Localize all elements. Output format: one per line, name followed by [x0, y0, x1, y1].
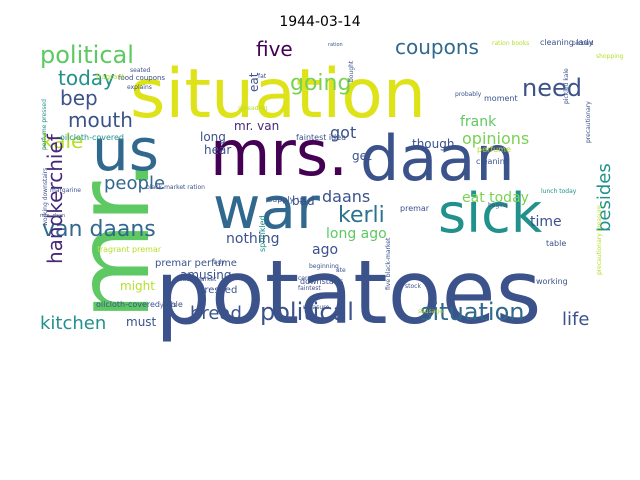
- cloud-word: explains: [127, 84, 152, 91]
- cloud-word: amusing: [180, 268, 231, 282]
- cloud-word: table: [546, 239, 566, 248]
- cloud-word: daan: [360, 122, 515, 195]
- cloud-word: lunch today: [541, 188, 577, 195]
- cloud-word: fragrant: [96, 73, 125, 81]
- cloud-word: get: [352, 149, 372, 163]
- cloud-word: cleaning: [476, 157, 510, 166]
- cloud-word: need: [522, 74, 582, 102]
- cloud-word: nothing: [226, 231, 279, 247]
- cloud-word: bread: [190, 303, 242, 324]
- cloud-word: downstairs: [300, 277, 343, 286]
- cloud-word: political: [40, 41, 134, 69]
- cloud-word: cereal: [298, 275, 317, 282]
- cloud-word: eat today: [462, 190, 529, 206]
- cloud-word: people: [104, 173, 165, 194]
- cloud-word: hear: [204, 143, 231, 157]
- cloud-word: working: [536, 277, 568, 286]
- cloud-word: faintest idea: [296, 133, 346, 142]
- cloud-word: precautionary: [585, 101, 592, 143]
- cloud-word: food coupons: [118, 74, 165, 82]
- cloud-word: bep: [60, 86, 98, 110]
- cloud-word: long: [200, 130, 226, 144]
- cloud-word: political: [260, 298, 354, 326]
- cloud-word: shopping: [596, 53, 624, 60]
- cloud-word: cleaning lady: [540, 38, 594, 47]
- cloud-word: must: [126, 315, 157, 329]
- cloud-word: precautionary measure: [596, 205, 603, 275]
- cloud-word: though: [412, 137, 454, 151]
- cloud-word: potatoes: [155, 241, 541, 344]
- cloud-word: fragrant premar: [97, 245, 162, 254]
- cloud-word: kale: [42, 129, 83, 153]
- cloud-word: situation: [420, 298, 524, 326]
- cloud-word: pressed: [198, 285, 237, 296]
- cloud-word: five black-market: [385, 237, 392, 290]
- cloud-word: oilcloth-covered table: [96, 300, 183, 309]
- cloud-word: working downstairs: [42, 168, 49, 226]
- cloud-word: going: [290, 71, 351, 96]
- cloud-word: frank: [460, 114, 497, 130]
- cloud-word: mr. van: [234, 119, 279, 133]
- cloud-word: kitchen: [40, 313, 106, 334]
- cloud-word: fat: [258, 73, 267, 80]
- cloud-word: sausage: [418, 308, 443, 315]
- cloud-word: begins: [488, 202, 508, 209]
- cloud-word: pickled kale: [563, 68, 570, 104]
- cloud-word: seated: [130, 67, 151, 74]
- cloud-word: five: [256, 37, 293, 61]
- cloud-word: moment: [484, 94, 518, 103]
- cloud-word: besides: [594, 163, 615, 232]
- cloud-word: ration books: [492, 40, 529, 47]
- cloud-word: beginning: [309, 263, 339, 270]
- cloud-word: ago: [312, 242, 338, 258]
- cloud-word: coupons: [395, 35, 479, 59]
- cloud-word: opinions: [462, 129, 529, 148]
- cloud-word: pickled: [572, 40, 594, 47]
- cloud-word: might: [120, 279, 155, 293]
- cloud-word: mrs.: [210, 117, 348, 190]
- cloud-word: margarine: [50, 187, 81, 194]
- cloud-word: ration: [328, 42, 343, 48]
- cloud-word: supply us: [268, 195, 306, 204]
- cloud-word: oilcloth-covered: [60, 133, 124, 142]
- cloud-word: mrs. daan: [40, 213, 65, 219]
- cloud-word: black-market ration: [146, 184, 205, 191]
- cloud-word: got: [330, 123, 356, 142]
- cloud-word: premar: [400, 204, 430, 213]
- cloud-word: bad: [292, 194, 315, 208]
- cloud-word: years: [160, 302, 177, 309]
- cloud-word: premar perfume: [155, 258, 237, 269]
- cloud-word: eat: [247, 72, 261, 92]
- cloud-word: black-market: [177, 276, 217, 283]
- cloud-word: war: [213, 174, 320, 242]
- cloud-word: perfume pressed: [41, 99, 48, 150]
- cloud-word: time: [530, 214, 562, 230]
- cloud-word: mr.: [55, 159, 172, 320]
- cloud-word: mouth: [68, 108, 133, 132]
- cloud-word: us: [92, 116, 159, 184]
- cloud-word: handkerchief: [43, 133, 67, 264]
- cloud-word: kerli: [338, 203, 385, 228]
- cloud-word: faintest: [298, 285, 321, 292]
- cloud-word: situation: [130, 55, 426, 134]
- cloud-word: daans: [322, 187, 370, 206]
- cloud-word: stock: [405, 283, 421, 290]
- cloud-word: van daans: [42, 217, 156, 242]
- cloud-word: today: [58, 66, 115, 90]
- cloud-word: measure: [303, 304, 329, 311]
- cloud-word: bought: [348, 60, 355, 82]
- cloud-word: life: [562, 309, 589, 330]
- cloud-word: lady: [212, 259, 225, 266]
- cloud-word: sprinkled: [258, 215, 267, 252]
- cloud-word: sick: [438, 182, 543, 245]
- cloud-word: ate: [336, 267, 346, 274]
- cloud-word: perfume: [477, 145, 511, 154]
- figure-title: 1944-03-14: [279, 14, 361, 30]
- cloud-word: long ago: [326, 226, 387, 242]
- cloud-word: probably: [455, 91, 482, 98]
- cloud-word: spreading: [238, 105, 268, 112]
